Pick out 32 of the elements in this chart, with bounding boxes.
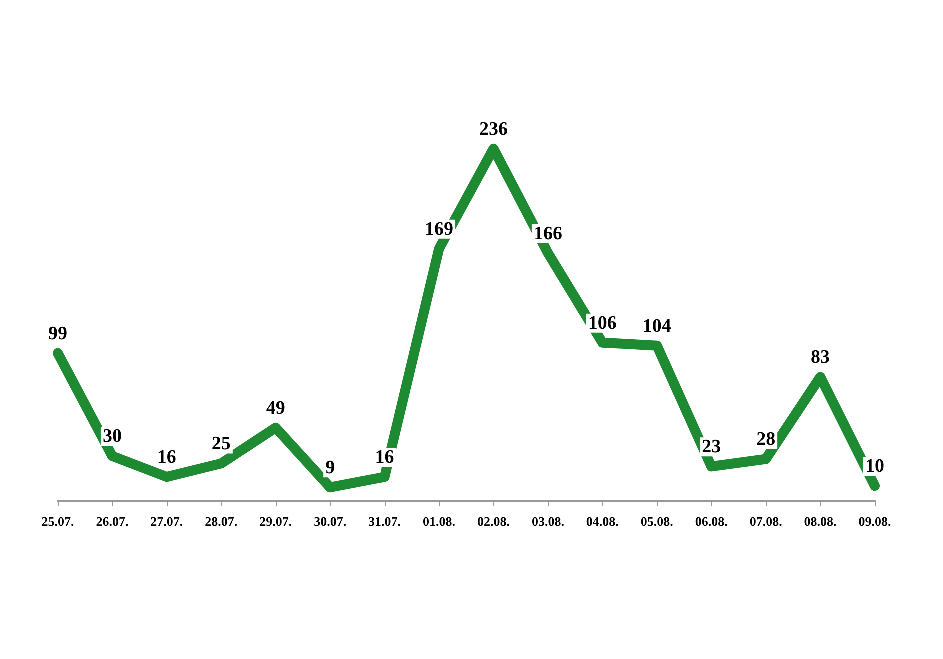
x-tick-label: 06.08. bbox=[695, 514, 728, 529]
x-tick-label: 26.07. bbox=[96, 514, 129, 529]
x-tick-label: 04.08. bbox=[586, 514, 619, 529]
data-label: 104 bbox=[642, 316, 672, 337]
data-label: 166 bbox=[534, 223, 562, 244]
x-tick-label: 01.08. bbox=[423, 514, 456, 529]
data-label: 25 bbox=[212, 434, 231, 455]
data-label: 83 bbox=[811, 347, 830, 368]
x-tick-label: 30.07. bbox=[314, 514, 347, 529]
data-label: 49 bbox=[266, 398, 286, 419]
x-tick-label: 09.08. bbox=[858, 514, 892, 529]
x-tick-label: 29.07. bbox=[260, 514, 292, 529]
x-tick-label: 03.08. bbox=[532, 514, 564, 529]
data-label: 16 bbox=[375, 447, 394, 468]
data-label: 10 bbox=[866, 456, 884, 478]
x-tick-label: 28.07. bbox=[205, 514, 238, 529]
x-tick-label: 02.08. bbox=[477, 514, 510, 529]
x-tick-label: 07.08. bbox=[750, 514, 782, 529]
data-label: 30 bbox=[102, 426, 122, 448]
data-label: 169 bbox=[425, 218, 454, 240]
x-tick-label: 08.08. bbox=[804, 514, 837, 529]
x-tick-label: 25.07. bbox=[42, 514, 74, 529]
data-label: 99 bbox=[48, 323, 68, 344]
data-label: 23 bbox=[702, 436, 722, 458]
data-label: 9 bbox=[326, 458, 336, 479]
data-label: 16 bbox=[157, 447, 176, 468]
x-tick-label: 05.08. bbox=[640, 514, 674, 529]
x-tick-label: 27.07. bbox=[150, 514, 184, 529]
data-label: 28 bbox=[756, 429, 776, 450]
data-label: 106 bbox=[588, 312, 617, 334]
x-tick-label: 31.07. bbox=[368, 514, 402, 529]
data-label: 236 bbox=[479, 118, 508, 140]
